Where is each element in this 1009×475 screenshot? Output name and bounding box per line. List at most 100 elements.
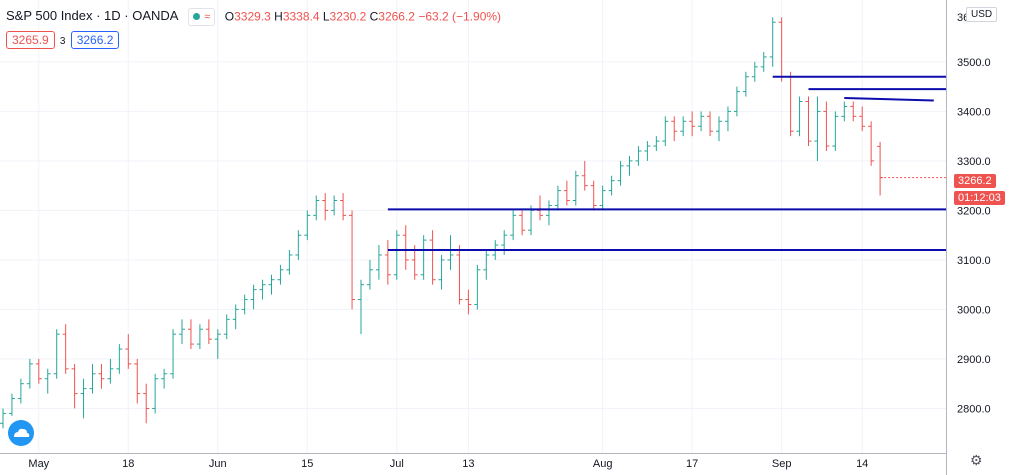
- ohlc-bar: [125, 334, 132, 369]
- ohlc-bar: [187, 319, 194, 350]
- ohlc-bar: [107, 358, 114, 384]
- ohlc-bar: [375, 245, 382, 280]
- ohlc-bar: [35, 358, 42, 384]
- ohlc-high-key: H: [274, 9, 283, 24]
- ohlc-bar: [241, 294, 248, 315]
- ohlc-bar: [277, 264, 284, 285]
- sell-price-button[interactable]: 3265.9: [6, 31, 55, 49]
- ohlc-bar: [545, 200, 552, 226]
- ohlc-bar: [510, 210, 517, 241]
- ohlc-bar: [626, 155, 633, 176]
- ohlc-bar: [161, 368, 168, 389]
- ohlc-bar: [563, 180, 570, 206]
- ohlc-bar: [384, 240, 391, 285]
- ohlc-bar: [635, 146, 642, 166]
- ohlc-bar: [134, 358, 141, 404]
- ohlc-bar: [313, 195, 320, 221]
- ohlc-bar: [62, 324, 69, 374]
- status-glyph: ≈: [204, 11, 211, 23]
- ohlc-bar: [152, 373, 159, 414]
- symbol-title[interactable]: S&P 500 Index · 1D · OANDA: [6, 8, 179, 24]
- currency-button[interactable]: USD: [966, 7, 998, 22]
- ohlc-bar: [751, 61, 758, 82]
- ohlc-bar: [304, 210, 311, 241]
- ohlc-bar: [653, 136, 660, 151]
- ohlc-bar: [26, 358, 33, 389]
- ohlc-bar: [519, 210, 526, 236]
- ohlc-bar: [796, 96, 803, 137]
- ohlc-bar: [322, 193, 329, 221]
- last-price-tag: 3266.2: [954, 174, 996, 188]
- ohlc-bar: [250, 284, 257, 310]
- ohlc-bar: [483, 250, 490, 280]
- y-tick-label: 3300.0: [957, 156, 991, 168]
- spread-value: 3: [59, 36, 66, 47]
- ohlc-bar: [805, 96, 812, 147]
- ohlc-bar: [71, 363, 78, 409]
- ohlc-low-key: L: [322, 9, 330, 24]
- ohlc-bar: [877, 141, 884, 196]
- ohlc-bar: [707, 111, 714, 137]
- ohlc-bar: [868, 121, 875, 166]
- chart-legend: S&P 500 Index · 1D · OANDA ≈ O3329.3 H33…: [6, 8, 501, 26]
- ohlc-values: O3329.3 H3338.4 L3230.2 C3266.2 −63.2 (−…: [225, 9, 501, 23]
- ohlc-open-key: O: [224, 9, 235, 24]
- ohlc-bar: [465, 289, 472, 315]
- ohlc-bar: [295, 230, 302, 260]
- ohlc-bar: [196, 324, 203, 350]
- buy-price-button[interactable]: 3266.2: [70, 31, 120, 49]
- ohlc-bar: [537, 195, 543, 221]
- ohlc-bar: [662, 116, 669, 147]
- quote-bar: 3265.9 3 3266.2: [6, 31, 120, 49]
- y-tick-label: 3200.0: [957, 205, 991, 217]
- ohlc-bar: [778, 17, 785, 82]
- ohlc-bar: [44, 368, 51, 394]
- ohlc-bar: [671, 116, 678, 142]
- x-tick-label: Sep: [772, 458, 792, 470]
- ohlc-bar: [340, 193, 347, 221]
- x-tick-label: 13: [462, 458, 474, 470]
- ohlc-bar: [590, 180, 597, 211]
- ohlc-bar: [680, 116, 687, 137]
- ohlc-bar: [438, 254, 445, 290]
- tradingview-logo-icon[interactable]: [8, 420, 34, 446]
- ohlc-bar: [742, 71, 749, 97]
- ohlc-bar: [787, 71, 794, 137]
- x-tick-label: 15: [301, 458, 313, 470]
- ohlc-bar: [420, 235, 427, 280]
- ohlc-bar: [474, 264, 481, 310]
- ohlc-bar: [429, 230, 436, 285]
- ohlc-bar: [214, 329, 221, 359]
- ohlc-bar: [689, 111, 696, 137]
- gear-icon[interactable]: ⚙: [970, 452, 983, 468]
- ohlc-bar: [769, 17, 776, 67]
- ohlc-low-value: 3230.2: [329, 9, 367, 24]
- ohlc-bar: [393, 230, 400, 280]
- ohlc-bar: [554, 185, 561, 211]
- ohlc-bar: [814, 96, 821, 161]
- ohlc-bar: [608, 175, 615, 196]
- ohlc-bar: [0, 408, 6, 429]
- ohlc-bar: [116, 344, 123, 374]
- ohlc-close-value: 3266.2: [378, 9, 415, 24]
- ohlc-bar: [859, 106, 866, 132]
- ohlc-bar: [358, 279, 364, 335]
- ohlc-bar: [232, 304, 239, 330]
- ohlc-bar: [53, 329, 60, 379]
- ohlc-bar: [724, 106, 731, 132]
- ohlc-bar: [402, 225, 409, 270]
- ohlc-bar: [733, 86, 740, 117]
- x-tick-label: Aug: [593, 458, 613, 470]
- x-tick-label: Jun: [209, 458, 227, 470]
- ohlc-close-key: C: [369, 9, 379, 24]
- ohlc-bar: [832, 111, 839, 151]
- ohlc-bar: [599, 185, 606, 211]
- ohlc-bar: [205, 319, 212, 345]
- cloud-icon: [14, 428, 30, 437]
- ohlc-bar: [823, 101, 830, 151]
- ohlc-high-value: 3338.4: [282, 9, 320, 24]
- ohlc-bar: [17, 378, 24, 404]
- ohlc-bar: [8, 393, 15, 416]
- ohlc-bar: [143, 383, 150, 424]
